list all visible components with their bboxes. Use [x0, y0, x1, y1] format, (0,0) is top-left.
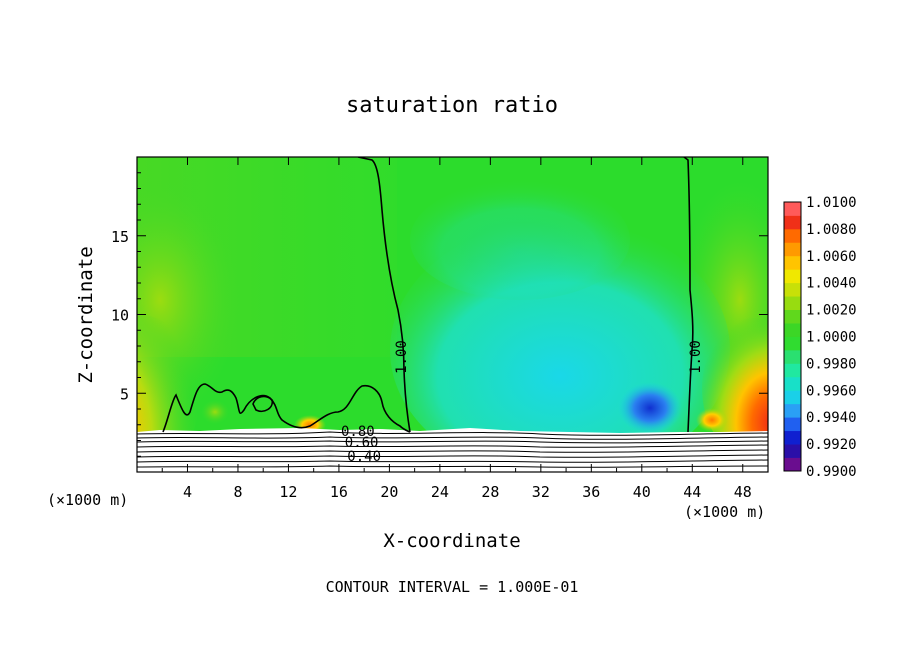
colorbar-swatch: [784, 242, 801, 257]
plot-area: [137, 157, 768, 472]
field-hot-spot-6: [201, 400, 229, 424]
x-axis-label: X-coordinate: [383, 530, 520, 552]
y-axis-label: Z-coordinate: [75, 246, 97, 383]
colorbar-tick-label: 1.0000: [806, 330, 857, 346]
x-tick-label: 48: [734, 483, 752, 501]
x-tick-label: 4: [183, 483, 192, 501]
colorbar-swatch: [784, 349, 801, 364]
colorbar-frame: [783, 201, 802, 472]
colorbar-swatch: [784, 417, 801, 432]
x-tick-label: 36: [582, 483, 600, 501]
contour-1-00: [162, 157, 694, 433]
colorbar-tick-label: 1.0100: [806, 195, 857, 211]
colorbar-tick-label: 1.0020: [806, 303, 857, 319]
colorbar-swatch: [784, 309, 801, 324]
field-blue-low: [618, 382, 682, 434]
colorbar-tick-label: 1.0040: [806, 276, 857, 292]
y-tick-label: 5: [120, 385, 129, 403]
colorbar-swatch: [784, 228, 801, 243]
colorbar-swatch: [784, 363, 801, 378]
x-tick-label: 28: [481, 483, 499, 501]
colorbar: 0.9900 0.9920 0.9940 0.9960 0.9980 1.0000 1.00…: [783, 195, 857, 480]
colorbar-swatch: [784, 296, 801, 310]
colorbar-tick-label: 1.0060: [806, 249, 857, 265]
x-tick-label: 44: [683, 483, 701, 501]
y-tick-label: 15: [111, 228, 129, 246]
colorbar-tick-label: 0.9980: [806, 356, 857, 372]
contour-label: 1.00: [688, 340, 704, 374]
x-tick-label: 32: [532, 483, 550, 501]
colorbar-swatch: [784, 255, 801, 270]
colorbar-swatch: [784, 403, 801, 418]
x-tick-label: 40: [633, 483, 651, 501]
colorbar-swatch: [784, 376, 801, 391]
field-right-hot-small: [696, 408, 728, 432]
colorbar-swatch: [784, 430, 801, 445]
y-tick-label: 10: [111, 307, 129, 325]
colorbar-swatch: [784, 336, 801, 351]
colorbar-swatch: [784, 457, 801, 472]
contour-label: 0.60: [345, 435, 379, 451]
x-unit-right: (×1000 m): [684, 503, 765, 521]
colorbar-swatch: [784, 390, 801, 405]
contour-label: 0.80: [341, 424, 375, 440]
colorbar-tick-label: 0.9900: [806, 464, 857, 480]
colorbar-swatch: [784, 202, 801, 216]
colorbar-tick-label: 0.9920: [806, 437, 857, 453]
x-axis: 4 8 12 16 20 24 28 32 36 40 44 48: [161, 157, 752, 501]
contour-interval-note: CONTOUR INTERVAL = 1.000E-01: [326, 578, 579, 596]
contour-label: 1.00: [394, 340, 410, 374]
colorbar-swatch: [784, 269, 801, 284]
colorbar-tick-label: 0.9960: [806, 383, 857, 399]
x-tick-label: 20: [380, 483, 398, 501]
x-tick-label: 8: [233, 483, 242, 501]
chart-title: saturation ratio: [346, 93, 558, 118]
colorbar-tick-label: 0.9940: [806, 410, 857, 426]
x-tick-label: 12: [279, 483, 297, 501]
contour-label: 0.40: [347, 449, 381, 465]
colorbar-swatch: [784, 215, 801, 230]
colorbar-swatch: [784, 323, 801, 337]
y-axis: 5 10 15: [111, 172, 768, 457]
colorbar-swatch: [784, 444, 801, 458]
x-tick-label: 16: [330, 483, 348, 501]
x-tick-label: 24: [431, 483, 449, 501]
colorbar-swatch: [784, 282, 801, 297]
colorbar-tick-label: 1.0080: [806, 222, 857, 238]
x-unit-left: (×1000 m): [47, 491, 128, 509]
contour-labels: 1.00 1.00 0.800.600.40: [341, 340, 704, 465]
field-cyan-upper: [410, 180, 630, 300]
